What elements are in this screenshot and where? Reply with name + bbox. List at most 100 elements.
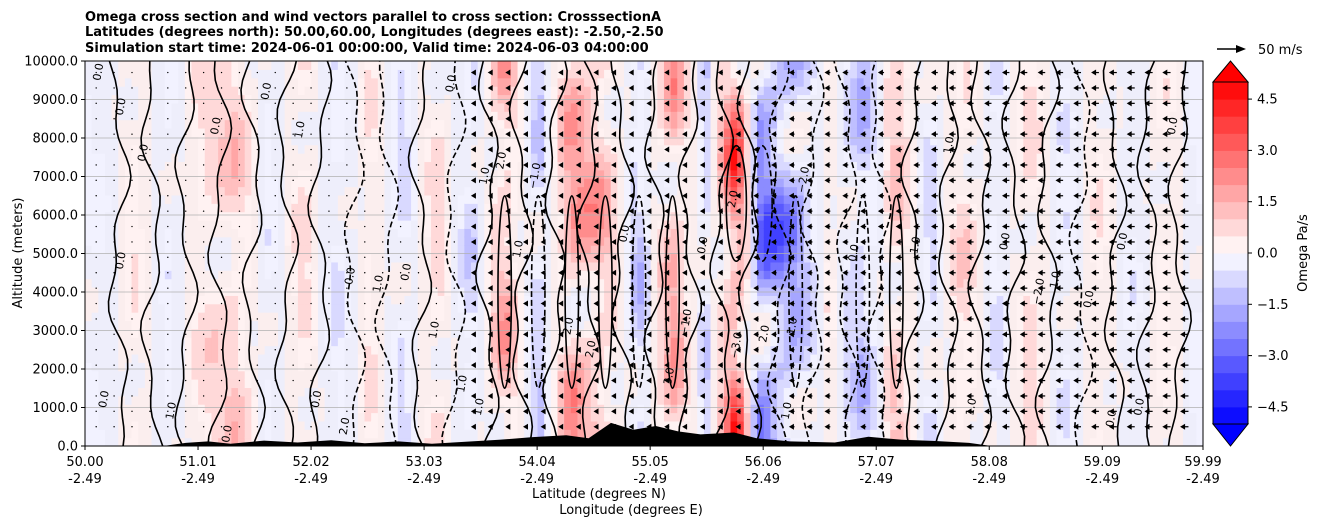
omega-cell (344, 136, 352, 146)
omega-cell (530, 86, 539, 96)
omega-cell (457, 236, 465, 246)
omega-cell (211, 270, 219, 280)
omega-cell (391, 102, 399, 112)
omega-cell (777, 86, 785, 96)
omega-cell (397, 345, 406, 355)
omega-cell (457, 429, 465, 439)
omega-cell (570, 303, 579, 313)
omega-cell (683, 370, 692, 380)
omega-cell (797, 328, 805, 338)
omega-cell (204, 161, 213, 171)
omega-cell (777, 153, 785, 163)
omega-cell (637, 245, 645, 255)
omega-cell (98, 220, 106, 229)
omega-cell (783, 194, 791, 204)
omega-cell (397, 69, 406, 79)
omega-cell (477, 270, 485, 280)
omega-cell (610, 77, 618, 87)
omega-cell (384, 429, 392, 439)
omega-cell (251, 186, 259, 196)
omega-cell (703, 102, 712, 112)
omega-cell (777, 119, 785, 129)
omega-cell (570, 270, 579, 280)
omega-cell (717, 395, 725, 405)
omega-cell (357, 136, 366, 146)
omega-cell (91, 328, 99, 338)
omega-cell (604, 144, 612, 154)
omega-cell (184, 211, 193, 221)
omega-cell (504, 286, 512, 296)
omega-cell (451, 261, 459, 271)
omega-cell (497, 312, 505, 322)
omega-cell (277, 278, 286, 288)
omega-cell (697, 136, 705, 146)
omega-cell (98, 278, 106, 288)
omega-cell (397, 387, 406, 397)
omega-cell (151, 245, 159, 255)
omega-cell (191, 278, 199, 288)
omega-cell (677, 127, 685, 137)
omega-cell (118, 429, 126, 439)
omega-cell (297, 144, 306, 154)
omega-cell (517, 312, 525, 322)
omega-cell (91, 337, 99, 347)
omega-cell (337, 102, 346, 112)
omega-cell (697, 261, 705, 271)
omega-cell (703, 136, 712, 146)
omega-cell (344, 194, 352, 204)
omega-cell (703, 253, 712, 263)
omega-cell (677, 211, 685, 221)
omega-cell (144, 362, 153, 372)
omega-cell (184, 261, 193, 271)
omega-cell (730, 278, 738, 288)
omega-cell (371, 111, 379, 121)
omega-cell (497, 429, 505, 439)
omega-cell (184, 295, 193, 305)
omega-cell (377, 312, 386, 322)
omega-cell (624, 186, 632, 196)
omega-cell (650, 127, 658, 137)
omega-cell (451, 328, 459, 338)
omega-cell (750, 370, 758, 380)
omega-cell (477, 429, 485, 439)
omega-cell (204, 69, 213, 79)
omega-cell (371, 203, 379, 213)
omega-cell (311, 312, 319, 322)
omega-cell (597, 320, 605, 330)
omega-cell (104, 178, 113, 188)
omega-cell (151, 320, 159, 330)
omega-cell (151, 194, 159, 204)
omega-cell (504, 312, 512, 322)
omega-cell (597, 270, 605, 280)
omega-cell (351, 312, 359, 322)
omega-cell (244, 236, 252, 246)
omega-cell (371, 328, 379, 338)
omega-cell (404, 77, 412, 87)
omega-cell (570, 220, 579, 229)
omega-cell (91, 136, 99, 146)
omega-cell (104, 144, 113, 154)
omega-cell (790, 178, 798, 188)
omega-cell (550, 119, 559, 129)
omega-cell (737, 194, 745, 204)
omega-cell (803, 236, 811, 246)
omega-cell (417, 203, 425, 213)
omega-cell (544, 178, 552, 188)
omega-cell (191, 387, 199, 397)
omega-cell (204, 144, 213, 154)
omega-cell (291, 144, 299, 154)
omega-cell (690, 337, 698, 347)
omega-cell (238, 111, 246, 121)
omega-cell (317, 429, 326, 439)
omega-cell (577, 119, 585, 129)
omega-cell (703, 69, 712, 79)
omega-cell (317, 245, 326, 255)
omega-cell (218, 429, 226, 439)
omega-cell (417, 69, 425, 79)
omega-cell (331, 312, 339, 322)
omega-cell (437, 370, 445, 380)
omega-cell (590, 61, 599, 70)
omega-cell (231, 312, 239, 322)
omega-cell (703, 420, 712, 430)
omega-cell (304, 429, 312, 439)
